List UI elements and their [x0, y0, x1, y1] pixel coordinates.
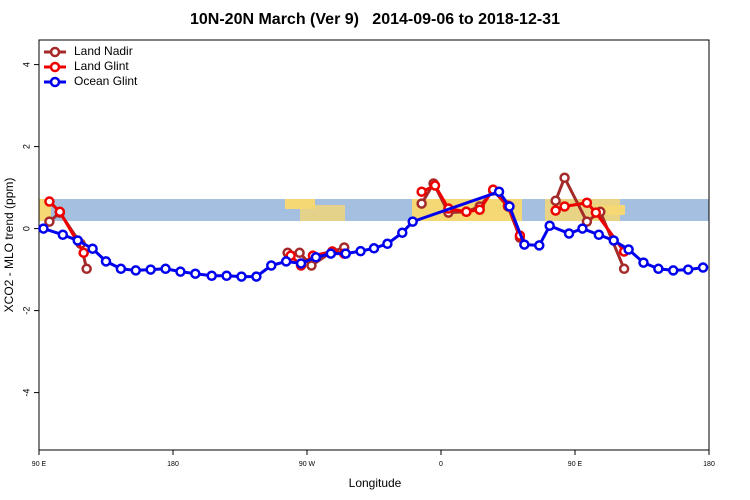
data-point	[44, 216, 55, 227]
x-tick-label: 180	[703, 461, 715, 468]
data-point	[504, 201, 515, 212]
data-point	[355, 245, 366, 257]
data-point	[57, 229, 69, 240]
x-axis-label: Longitude	[349, 476, 402, 490]
data-point	[382, 238, 393, 250]
data-point	[44, 196, 55, 207]
data-point	[38, 223, 49, 234]
x-tick-label: 90 E	[568, 461, 583, 468]
y-tick-label: -2	[21, 307, 31, 315]
data-point	[145, 264, 156, 275]
data-point	[534, 240, 545, 251]
data-point	[54, 206, 66, 218]
legend-label: Ocean Glint	[74, 74, 138, 88]
data-point	[474, 204, 485, 215]
data-point	[206, 270, 217, 281]
data-point	[280, 256, 292, 267]
data-point	[175, 266, 186, 277]
legend-marker	[49, 46, 61, 58]
data-point	[668, 265, 679, 276]
chart-title: 10N-20N March (Ver 9) 2014-09-06 to 2018…	[190, 11, 560, 28]
legend-label: Land Glint	[74, 59, 129, 73]
y-tick-label: 2	[21, 144, 31, 149]
data-point	[310, 252, 322, 263]
data-point	[221, 270, 232, 281]
data-point	[429, 180, 441, 191]
data-point	[325, 248, 337, 259]
data-point	[78, 247, 89, 259]
data-point	[416, 186, 427, 197]
data-point	[563, 228, 575, 239]
y-tick-label: 0	[21, 226, 31, 231]
data-point	[266, 260, 277, 271]
data-point	[577, 223, 588, 234]
data-point	[593, 229, 605, 240]
x-tick-label: 90 E	[32, 461, 47, 468]
series-line	[48, 174, 626, 270]
data-point	[81, 263, 92, 275]
data-point	[87, 243, 98, 254]
data-point	[100, 256, 112, 267]
data-point	[581, 197, 593, 209]
y-axis-label: XCO2 - MLO trend (ppm)	[2, 178, 16, 313]
legend-label: Land Nadir	[74, 44, 133, 58]
data-point	[559, 201, 570, 212]
data-point	[623, 244, 634, 255]
data-point	[550, 205, 561, 216]
legend-marker	[49, 61, 61, 73]
data-point	[638, 257, 649, 268]
data-point	[72, 235, 83, 246]
data-point	[115, 263, 127, 275]
data-point	[559, 172, 570, 184]
data-point	[493, 186, 505, 197]
data-point	[295, 258, 307, 269]
data-point	[653, 263, 664, 275]
map-strip	[39, 199, 709, 221]
data-point	[682, 264, 694, 275]
data-point	[581, 216, 593, 227]
data-point	[519, 239, 530, 250]
data-point	[368, 243, 380, 254]
data-point	[550, 195, 561, 206]
data-point	[190, 268, 201, 279]
y-tick-label: -4	[21, 389, 31, 397]
data-point	[340, 248, 351, 259]
y-tick-label: 4	[21, 62, 31, 67]
x-tick-label: 0	[439, 461, 443, 468]
data-point	[160, 263, 171, 275]
plot-frame	[38, 39, 710, 451]
x-tick-label: 180	[167, 461, 179, 468]
data-point	[236, 271, 247, 282]
data-point	[416, 198, 427, 209]
data-point	[130, 265, 142, 276]
data-point	[697, 262, 709, 273]
data-point	[397, 227, 408, 238]
data-point	[618, 263, 630, 275]
data-point	[461, 206, 472, 218]
x-tick-label: 90 W	[299, 461, 316, 468]
legend-marker	[49, 76, 61, 88]
data-point	[544, 220, 555, 231]
data-point	[407, 216, 418, 227]
data-point	[608, 235, 619, 246]
data-point	[294, 247, 305, 259]
data-point	[251, 271, 262, 282]
data-point	[590, 207, 602, 218]
data-point	[306, 260, 317, 271]
